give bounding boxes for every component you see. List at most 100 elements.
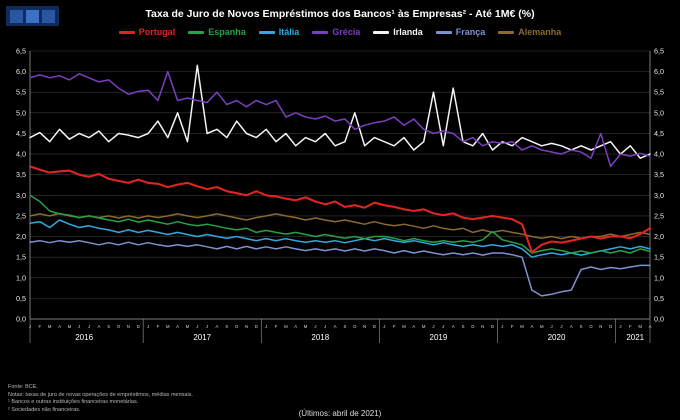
- svg-text:S: S: [462, 324, 465, 329]
- svg-text:M: M: [68, 324, 72, 329]
- x-axis-month-labels: JFMAMJJASONDJFMAMJJASONDJFMAMJJASONDJFMA…: [29, 324, 652, 329]
- svg-text:6,5: 6,5: [654, 47, 664, 56]
- svg-text:1,0: 1,0: [16, 273, 26, 282]
- note-line-3: ² Sociedades não financeiras.: [8, 406, 81, 413]
- svg-text:M: M: [422, 324, 426, 329]
- svg-text:2,0: 2,0: [654, 232, 664, 241]
- svg-text:D: D: [137, 324, 140, 329]
- svg-text:M: M: [638, 324, 642, 329]
- svg-text:F: F: [39, 324, 42, 329]
- svg-text:1,5: 1,5: [654, 253, 664, 262]
- legend-item-frança: França: [435, 27, 486, 37]
- svg-text:M: M: [186, 324, 190, 329]
- svg-text:J: J: [206, 324, 208, 329]
- legend-item-grécia: Grécia: [312, 27, 360, 37]
- svg-text:J: J: [196, 324, 198, 329]
- svg-text:A: A: [334, 324, 337, 329]
- svg-text:F: F: [511, 324, 514, 329]
- series-line-irlanda: [29, 64, 651, 159]
- svg-text:5,0: 5,0: [16, 108, 26, 117]
- svg-text:J: J: [619, 324, 621, 329]
- svg-text:6,5: 6,5: [16, 47, 26, 56]
- x-axis-year-labels: 2016 2017 2018 2019 2020 2021: [29, 319, 651, 343]
- svg-text:J: J: [88, 324, 90, 329]
- svg-text:A: A: [216, 324, 219, 329]
- svg-text:5,5: 5,5: [654, 88, 664, 97]
- legend-swatch: [258, 30, 275, 34]
- legend-label: Alemanha: [518, 27, 562, 37]
- svg-text:1,0: 1,0: [654, 273, 664, 282]
- legend-swatch: [373, 30, 390, 34]
- legend-item-itália: Itália: [258, 27, 300, 37]
- svg-text:J: J: [147, 324, 149, 329]
- last-observation-label: (Últimos: abril de 2021): [298, 409, 382, 418]
- note-line-0: Fonte: BCE.: [8, 384, 38, 391]
- svg-text:M: M: [402, 324, 406, 329]
- legend-label: Espanha: [208, 27, 246, 37]
- svg-text:2,5: 2,5: [16, 211, 26, 220]
- svg-text:0,0: 0,0: [16, 315, 26, 324]
- svg-text:N: N: [363, 324, 366, 329]
- svg-text:J: J: [551, 324, 553, 329]
- svg-text:3,5: 3,5: [16, 170, 26, 179]
- legend-swatch: [312, 30, 329, 34]
- svg-text:N: N: [599, 324, 602, 329]
- svg-text:5,0: 5,0: [654, 108, 664, 117]
- svg-text:S: S: [580, 324, 583, 329]
- legend-label: Grécia: [332, 27, 361, 37]
- legend-item-alemanha: Alemanha: [498, 27, 561, 37]
- svg-text:A: A: [294, 324, 297, 329]
- legend-label: França: [455, 27, 486, 37]
- series-line-espanha: [29, 194, 651, 254]
- legend-item-espanha: Espanha: [188, 27, 246, 37]
- line-chart: 0,0 0,5 1,0 1,5 2,0 2,5 3,0 3,5 4,0 4,5 5,0 5,5 6,0 6…: [16, 47, 664, 343]
- svg-text:J: J: [314, 324, 316, 329]
- svg-text:F: F: [629, 324, 632, 329]
- logo-square-1: [26, 9, 39, 23]
- chart-area: 0,0 0,5 1,0 1,5 2,0 2,5 3,0 3,5 4,0 4,5 5,0 5,5 6,0 6…: [0, 41, 680, 368]
- svg-text:O: O: [117, 324, 121, 329]
- svg-text:2016: 2016: [75, 333, 93, 342]
- svg-text:4,5: 4,5: [16, 129, 26, 138]
- svg-text:6,0: 6,0: [654, 67, 664, 76]
- svg-text:O: O: [589, 324, 593, 329]
- svg-text:1,5: 1,5: [16, 253, 26, 262]
- svg-text:A: A: [530, 324, 533, 329]
- institution-logo: [6, 6, 59, 26]
- svg-text:D: D: [491, 324, 494, 329]
- legend-item-irlanda: Irlanda: [373, 27, 423, 37]
- logo-square-0: [10, 9, 23, 23]
- series-line-alemanha: [29, 212, 651, 240]
- y-axis-left-labels: 0,0 0,5 1,0 1,5 2,0 2,5 3,0 3,5 4,0 4,5 5,0 5,5 6,0 6…: [16, 47, 26, 324]
- series-line-grécia: [29, 70, 651, 168]
- svg-text:A: A: [58, 324, 61, 329]
- svg-text:2017: 2017: [193, 333, 211, 342]
- svg-text:M: M: [284, 324, 288, 329]
- svg-text:F: F: [157, 324, 160, 329]
- svg-text:J: J: [265, 324, 267, 329]
- svg-text:M: M: [166, 324, 170, 329]
- svg-text:J: J: [560, 324, 562, 329]
- legend-swatch: [188, 30, 205, 34]
- legend-item-portugal: Portugal: [118, 27, 175, 37]
- svg-text:D: D: [609, 324, 612, 329]
- svg-text:O: O: [353, 324, 357, 329]
- svg-text:O: O: [235, 324, 239, 329]
- y-axis-right-labels: 0,0 0,5 1,0 1,5 2,0 2,5 3,0 3,5 4,0 4,5 5,0 5,5 6,0 6…: [654, 47, 664, 324]
- svg-text:S: S: [107, 324, 110, 329]
- svg-text:N: N: [481, 324, 484, 329]
- svg-text:0,0: 0,0: [654, 315, 664, 324]
- svg-text:J: J: [78, 324, 80, 329]
- svg-text:2019: 2019: [430, 333, 448, 342]
- chart-footer: Fonte: BCE. Notas: taxas de juro de novas…: [0, 368, 680, 420]
- svg-text:D: D: [373, 324, 376, 329]
- svg-text:0,5: 0,5: [654, 294, 664, 303]
- svg-text:4,0: 4,0: [16, 150, 26, 159]
- series-line-portugal: [28, 165, 652, 254]
- legend-label: Itália: [278, 27, 300, 37]
- svg-text:J: J: [432, 324, 434, 329]
- svg-text:2021: 2021: [626, 333, 644, 342]
- note-line-1: Notas: taxas de juro de novas operações …: [8, 391, 193, 398]
- svg-text:2020: 2020: [548, 333, 566, 342]
